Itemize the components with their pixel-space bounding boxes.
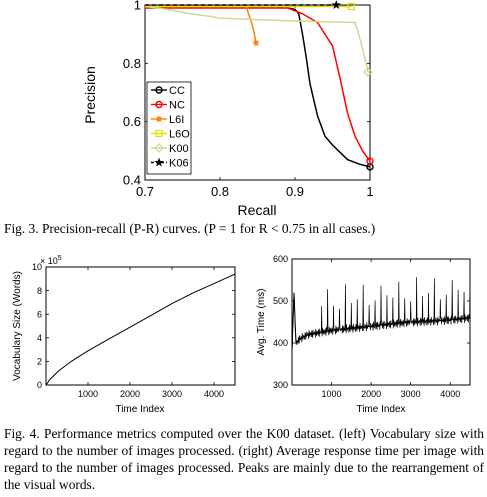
vocab-xtick-label: 1000 — [78, 389, 98, 399]
pr-series-marker-k06 — [331, 0, 342, 10]
vocab-xlabel: Time Index — [115, 404, 164, 415]
legend-label-cc: CC — [169, 85, 185, 97]
pr-xtick-label: 0.7 — [136, 184, 154, 199]
vocab-plot-frame — [45, 266, 236, 386]
legend-marker-k06 — [154, 157, 164, 167]
time-ytick-label: 600 — [273, 254, 288, 264]
pr-series-line-k00 — [144, 5, 369, 73]
pr-series-line-l6i — [145, 5, 257, 44]
figure-3-caption: Fig. 3. Precision-recall (P-R) curves. (… — [4, 221, 376, 236]
legend-label-nc: NC — [169, 100, 185, 112]
legend-marker-nc — [155, 100, 163, 109]
legend-marker-l6o — [155, 129, 163, 138]
pr-xtick-label: 0.9 — [286, 184, 304, 199]
vocab-ytick-label: 8 — [37, 286, 42, 296]
legend-box — [146, 81, 192, 175]
pr-series-marker-l6o — [347, 2, 355, 11]
legend-marker-l6i — [156, 116, 162, 122]
figure-canvas: 0.7 0.8 0.9 1 0.4 0.6 0.8 1 Precision Recall CC… — [12, 0, 471, 415]
pr-series-marker-k00 — [362, 67, 373, 77]
vocab-xtick-label: 4000 — [204, 389, 224, 399]
vocab-exponent-base: × 105 — [40, 255, 62, 266]
legend-label-l6o: L6O — [169, 129, 190, 141]
time-xlabel: Time Index — [356, 404, 405, 415]
pr-series-line-nc — [145, 7, 371, 162]
vocab-ytick-label: 6 — [37, 309, 42, 319]
pr-legend: CC NC L6I L6O K00 K06 — [146, 81, 192, 175]
precision-recall-chart: 0.7 0.8 0.9 1 0.4 0.6 0.8 1 Precision Recall CC… — [82, 0, 374, 218]
vocabulary-size-chart: 1000 2000 3000 4000 0 2 4 6 8 10 × 105 Vocabulary… — [12, 255, 236, 415]
pr-ytick-label: 0.6 — [123, 114, 141, 129]
legend-marker-cc — [155, 86, 163, 94]
time-xtick-label: 1000 — [322, 389, 342, 399]
pr-series-marker-l6i — [253, 39, 259, 46]
time-ylabel: Avg. Time (ms) — [256, 288, 267, 355]
pr-xtick-label: 0.8 — [211, 184, 229, 199]
time-ytick-label: 500 — [273, 296, 288, 306]
pr-ytick-label: 1 — [134, 0, 141, 13]
vocab-xtick-label: 2000 — [120, 389, 140, 399]
time-plot-frame — [291, 258, 471, 386]
vocab-ytick-label: 4 — [37, 333, 42, 343]
pr-xtick-label: 1 — [366, 184, 373, 199]
time-xtick-label: 4000 — [440, 389, 460, 399]
legend-label-k06: K06 — [169, 158, 189, 170]
vocab-ytick-label: 2 — [37, 357, 42, 367]
pr-xlabel: Recall — [238, 202, 277, 218]
legend-marker-k00 — [154, 143, 164, 153]
vocab-ytick-label: 0 — [37, 380, 42, 390]
average-time-chart: 1000 2000 3000 4000 300 400 500 600 Avg. Time (… — [256, 254, 471, 415]
legend-label-k00: K00 — [169, 143, 189, 155]
time-xtick-label: 2000 — [361, 389, 381, 399]
vocab-xtick-label: 3000 — [162, 389, 182, 399]
time-xtick-label: 3000 — [401, 389, 421, 399]
legend-label-l6i: L6I — [169, 114, 184, 126]
vocab-series-line-0 — [45, 273, 236, 386]
time-ytick-label: 400 — [273, 338, 288, 348]
pr-ylabel: Precision — [82, 66, 98, 124]
vocab-ylabel: Vocabulary Size (Words) — [12, 271, 23, 381]
time-noise-line — [291, 276, 471, 352]
pr-ytick-label: 0.8 — [123, 56, 141, 71]
vocab-ytick-label: 10 — [32, 262, 42, 272]
pr-series-marker-nc — [366, 157, 374, 165]
time-ytick-label: 300 — [273, 380, 288, 390]
figure-4-caption: Fig. 4. Performance metrics computed ove… — [4, 426, 484, 492]
pr-series-line-cc — [145, 7, 371, 168]
pr-ytick-label: 0.4 — [123, 173, 141, 188]
